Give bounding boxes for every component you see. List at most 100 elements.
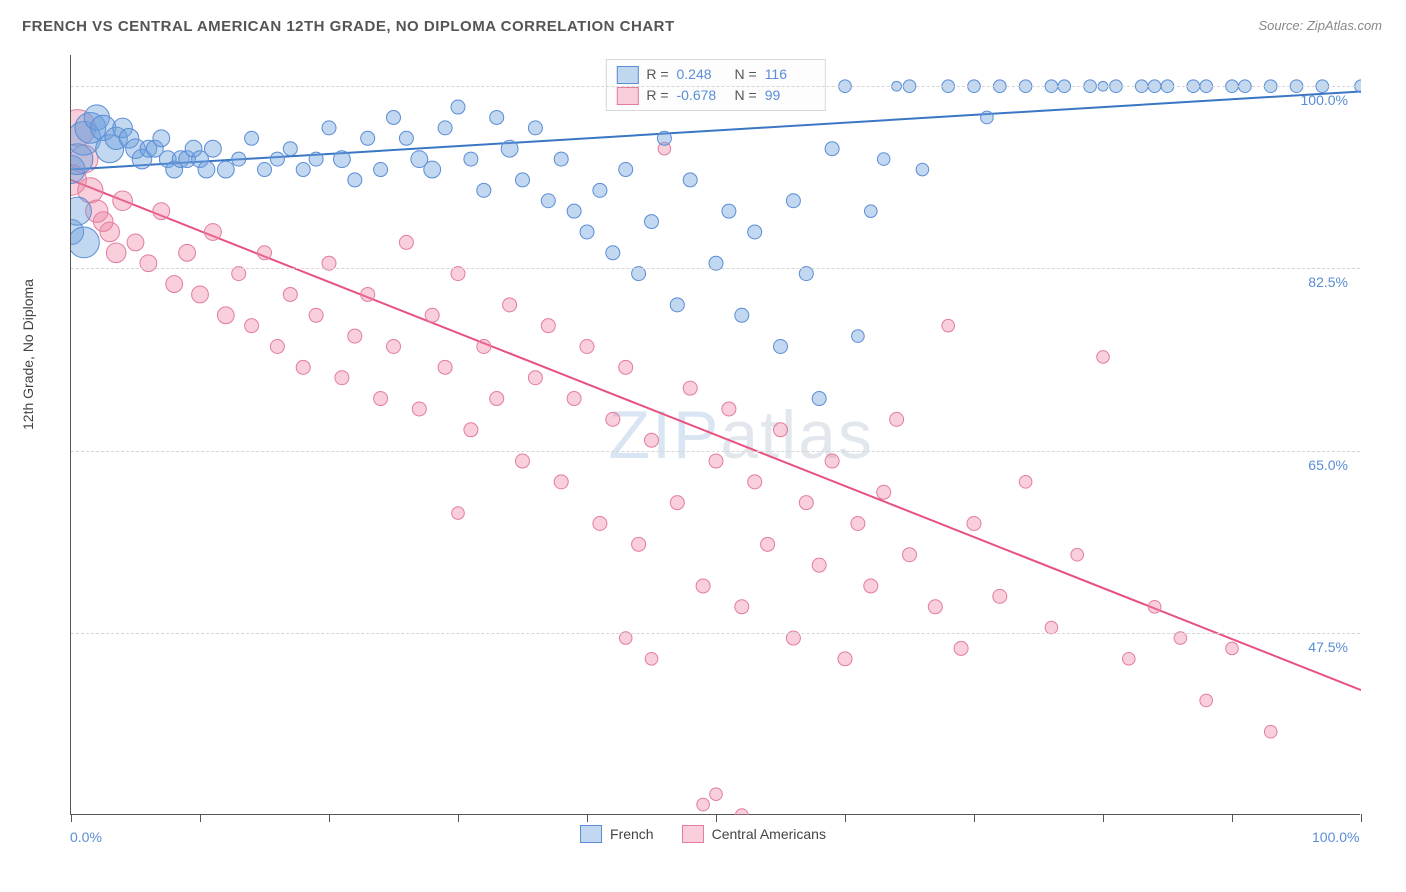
chart-title: FRENCH VS CENTRAL AMERICAN 12TH GRADE, N… <box>22 18 675 35</box>
french-point <box>528 121 542 135</box>
central-point <box>106 243 126 263</box>
french-point <box>451 100 465 114</box>
central-point <box>619 360 633 374</box>
french-point <box>198 161 215 178</box>
french-point <box>348 173 362 187</box>
french-point <box>865 205 878 218</box>
n-label: N = <box>735 64 757 85</box>
central-point <box>632 537 646 551</box>
central-point <box>954 641 968 655</box>
central-point <box>606 412 620 426</box>
central-point <box>192 286 209 303</box>
grid-line <box>71 268 1360 269</box>
central-point <box>1226 642 1239 655</box>
french-point <box>490 110 504 124</box>
central-point <box>1019 476 1032 489</box>
central-point <box>877 485 891 499</box>
x-tick-label: 100.0% <box>1312 829 1359 845</box>
central-point <box>270 340 284 354</box>
central-point <box>452 507 465 520</box>
central-point <box>387 340 401 354</box>
central-point <box>503 298 517 312</box>
french-point <box>774 340 788 354</box>
central-point <box>127 234 144 251</box>
central-point <box>799 496 813 510</box>
x-tick <box>200 814 201 822</box>
french-point <box>554 152 568 166</box>
french-point <box>606 246 620 260</box>
x-tick <box>845 814 846 822</box>
french-point <box>374 163 388 177</box>
french-point <box>619 163 633 177</box>
central-point <box>425 308 439 322</box>
central-point <box>864 579 878 593</box>
central-point <box>645 433 659 447</box>
central-point <box>851 516 865 530</box>
central-point <box>593 516 607 530</box>
central-point <box>348 329 362 343</box>
french-point <box>424 161 441 178</box>
r-label: R = <box>646 64 668 85</box>
legend-swatch <box>682 825 704 843</box>
central-point <box>283 287 297 301</box>
r-value: 0.248 <box>677 64 727 85</box>
chart-svg <box>71 55 1361 815</box>
french-point <box>516 173 530 187</box>
central-point <box>179 244 196 261</box>
central-point <box>1200 694 1213 707</box>
legend-swatch <box>580 825 602 843</box>
central-point <box>516 454 530 468</box>
central-point <box>205 224 222 241</box>
french-point <box>735 308 749 322</box>
french-point <box>877 153 890 166</box>
french-point <box>322 121 336 135</box>
french-point <box>477 183 491 197</box>
x-tick <box>1361 814 1362 822</box>
x-tick <box>458 814 459 822</box>
n-value: 116 <box>765 64 815 85</box>
y-tick-label: 47.5% <box>1308 639 1348 655</box>
french-point <box>232 152 246 166</box>
french-point <box>399 131 413 145</box>
central-point <box>490 392 504 406</box>
french-point <box>645 215 659 229</box>
french-point <box>825 142 839 156</box>
y-tick-label: 100.0% <box>1301 92 1348 108</box>
central-point <box>166 276 183 293</box>
central-point <box>361 287 375 301</box>
central-point <box>438 360 452 374</box>
central-point <box>942 319 955 332</box>
central-point <box>412 402 426 416</box>
central-point <box>1264 725 1277 738</box>
french-point <box>309 152 323 166</box>
central-point <box>100 222 120 242</box>
central-point <box>1071 548 1084 561</box>
legend-stat-row: R = 0.248 N = 116 <box>616 64 814 85</box>
central-point <box>1148 600 1161 613</box>
french-point <box>812 392 826 406</box>
central-point <box>296 360 310 374</box>
central-point <box>735 600 749 614</box>
y-tick-label: 65.0% <box>1308 457 1348 473</box>
r-label: R = <box>646 85 668 106</box>
central-point <box>528 371 542 385</box>
french-point <box>852 330 865 343</box>
french-point <box>464 152 478 166</box>
central-point <box>670 496 684 510</box>
central-point <box>567 392 581 406</box>
french-point <box>387 110 401 124</box>
central-point <box>748 475 762 489</box>
central-point <box>554 475 568 489</box>
french-point <box>205 140 222 157</box>
grid-line <box>71 86 1360 87</box>
french-point <box>580 225 594 239</box>
french-point <box>71 227 99 258</box>
central-point <box>697 798 710 811</box>
central-point <box>928 600 942 614</box>
french-point <box>722 204 736 218</box>
central-point <box>696 579 710 593</box>
french-point <box>334 151 351 168</box>
central-point <box>710 788 723 801</box>
legend-series: FrenchCentral Americans <box>580 825 826 843</box>
grid-line <box>71 633 1360 634</box>
